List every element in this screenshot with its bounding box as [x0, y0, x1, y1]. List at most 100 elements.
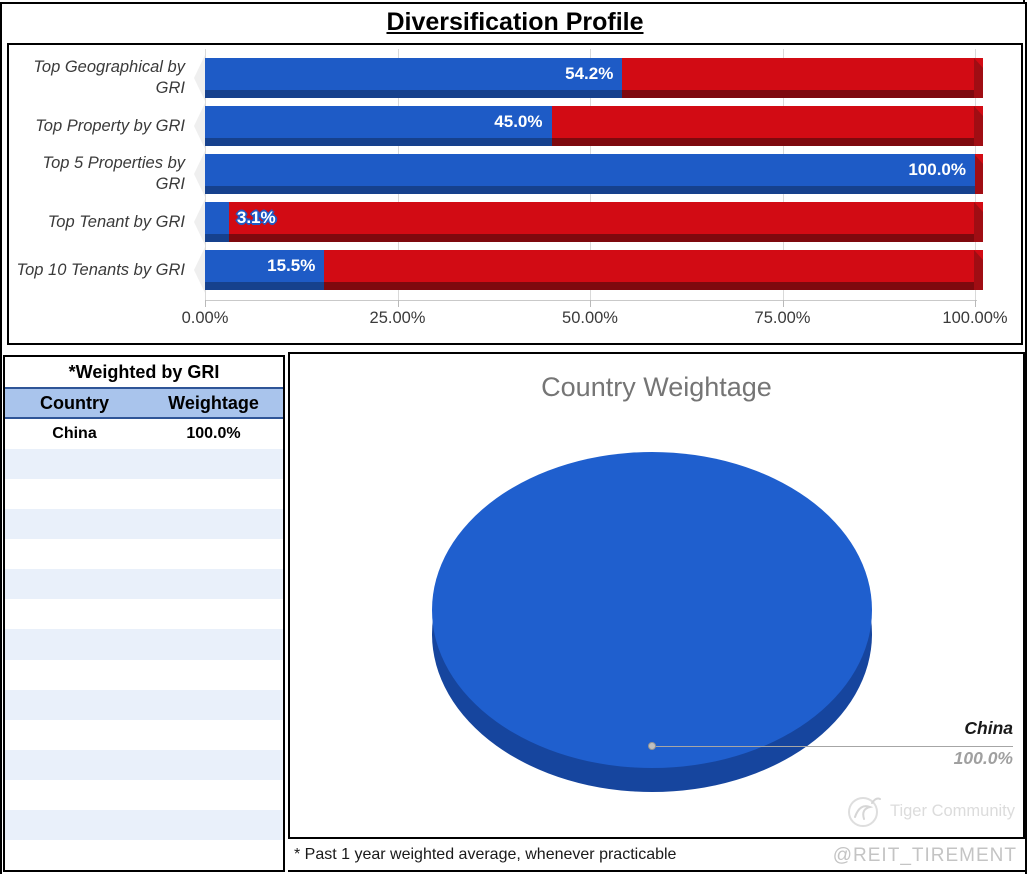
table-row [5, 660, 283, 690]
weightage-table: *Weighted by GRI Country Weightage China… [3, 355, 285, 872]
bar-segment-blue: 100.0% [205, 154, 975, 194]
table-row [5, 479, 283, 509]
table-cell [5, 599, 144, 629]
bar-row: 45.0% [194, 103, 983, 149]
bar-row: 54.2% [194, 55, 983, 101]
footnote-text: * Past 1 year weighted average, whenever… [294, 846, 677, 863]
bar-category-label: Top 10 Tenants by GRI [16, 260, 185, 279]
bar-segment-red [622, 58, 983, 98]
bar-segment-blue: 54.2% [205, 58, 623, 98]
table-cell [5, 539, 144, 569]
bar-category-labels: Top Geographical by GRI Top Property by G… [9, 45, 195, 343]
pie-label-country: China [964, 718, 1013, 738]
tiger-community-watermark: Tiger Community [846, 793, 1015, 829]
bar-plot: 0.00% 25.00% 50.00% 75.00% 100.00% 54.2% 45.0%… [182, 45, 1008, 343]
bar-category-label: Top Geographical by GRI [33, 58, 185, 97]
column-header-country: Country [40, 393, 109, 413]
axis-tick [397, 300, 399, 307]
bar-row: 3.1% [194, 199, 983, 245]
table-cell: China [52, 425, 97, 443]
reit-tirement-watermark: @REIT_TIREMENT [832, 845, 1017, 866]
bar-segment-red [975, 154, 983, 194]
table-row [5, 539, 283, 569]
country-weightage-chart: Country Weightage China 100.0% Tiger Com… [288, 352, 1025, 839]
footnote-band: * Past 1 year weighted average, whenever… [288, 839, 1025, 872]
bar-category-label: Top 5 Properties by GRI [42, 154, 185, 193]
table-row [5, 809, 283, 840]
table-row [5, 749, 283, 780]
table-row [5, 689, 283, 720]
table-row [5, 569, 283, 600]
table-row [5, 509, 283, 540]
bar-row: 100.0% [194, 151, 983, 197]
tiger-community-watermark-text: Tiger Community [890, 801, 1015, 820]
axis-tick [590, 300, 591, 307]
table-cell [5, 629, 144, 659]
table-cell [144, 690, 283, 720]
pie-label-value: 100.0% [953, 748, 1013, 768]
table-cell [5, 690, 144, 720]
table-row [5, 449, 283, 480]
bar-3d-notch [194, 55, 205, 101]
x-tick-label: 75.00% [754, 309, 811, 327]
table-cell [5, 750, 144, 780]
bar-segment-red [324, 250, 983, 290]
bar-row: 15.5% [194, 247, 983, 293]
tiger-community-logo-icon [848, 797, 881, 827]
axis-tick [975, 300, 976, 307]
table-cell [144, 660, 283, 690]
table-cell [144, 720, 283, 750]
table-cell [5, 479, 144, 509]
table-header-row: Country Weightage [5, 387, 283, 419]
bar-segment-red [551, 106, 983, 146]
table-row [5, 629, 283, 660]
bar-value-label: 45.0% [494, 112, 543, 131]
x-tick-label: 100.00% [942, 309, 1008, 327]
table-cell [144, 750, 283, 780]
bar-3d-notch [194, 151, 205, 197]
table-cell [144, 479, 283, 509]
pie-leader-dot [648, 742, 656, 750]
column-header-weightage: Weightage [168, 393, 259, 413]
pie-slice-china [432, 452, 872, 768]
table-cell [5, 840, 144, 870]
page-border-stub [1023, 0, 1025, 4]
x-tick-label: 50.00% [562, 309, 618, 327]
table-cell [5, 509, 144, 539]
bar-segment-blue [205, 202, 229, 242]
table-cell [144, 599, 283, 629]
bar-segment-blue: 45.0% [205, 106, 552, 146]
table-cell [144, 449, 283, 479]
table-cell [5, 810, 144, 840]
table-cell [144, 629, 283, 659]
bar-value-label: 3.1% [236, 208, 276, 227]
table-cell [5, 780, 144, 810]
bar-value-label: 100.0% [908, 160, 966, 179]
axis-tick [205, 300, 206, 307]
table-row: China 100.0% [5, 419, 283, 449]
bar-segment-blue: 15.5% [205, 250, 325, 290]
table-row [5, 599, 283, 629]
table-cell [144, 810, 283, 840]
pie-leader-line [653, 746, 1013, 747]
table-row [5, 720, 283, 750]
table-row [5, 780, 283, 810]
bar-value-label: 54.2% [565, 64, 614, 83]
page-title: Diversification Profile [386, 8, 644, 36]
x-tick-label: 0.00% [181, 309, 229, 327]
diversification-bar-chart: Top Geographical by GRI Top Property by G… [7, 43, 1023, 345]
pie-chart-title: Country Weightage [541, 372, 772, 402]
table-cell [144, 539, 283, 569]
bar-value-label: 15.5% [267, 256, 316, 275]
table-cell [5, 449, 144, 479]
table-cell [144, 569, 283, 599]
axis-tick [782, 300, 784, 307]
table-cell [144, 840, 283, 870]
table-cell [5, 660, 144, 690]
table-title: *Weighted by GRI [68, 362, 220, 382]
x-axis-line [205, 300, 977, 301]
table-cell [144, 780, 283, 810]
bar-segment-red [228, 202, 983, 242]
